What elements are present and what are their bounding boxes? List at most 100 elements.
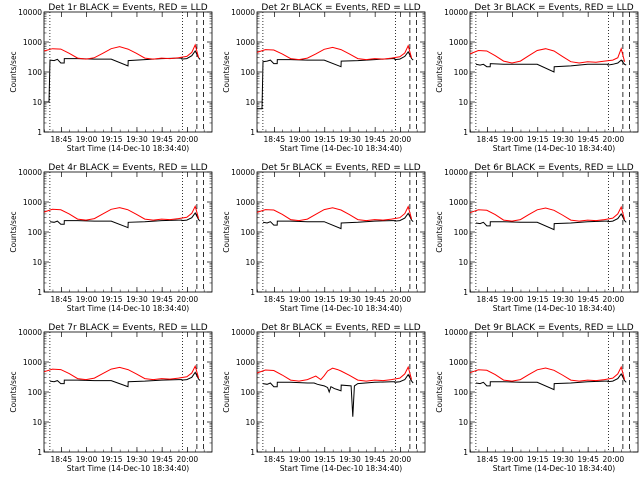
x-tick-label: 19:15	[314, 455, 336, 464]
panel-3: Det 3r BLACK = Events, RED = LLD 1 10 100 10…	[435, 3, 639, 153]
y-tick-label: 100	[241, 68, 256, 77]
x-tick-label: 19:30	[339, 135, 361, 144]
panel-title: Det 1r BLACK = Events, RED = LLD	[48, 3, 207, 13]
x-tick-label: 19:00	[502, 135, 524, 144]
x-tick-label: 19:00	[76, 295, 98, 304]
panel-6: Det 6r BLACK = Events, RED = LLD 1 10 100 10…	[435, 163, 639, 313]
x-tick-label: 19:30	[552, 295, 574, 304]
x-tick-label: 19:30	[126, 455, 148, 464]
plot-frame	[469, 171, 639, 293]
x-axis-label: Start Time (14-Dec-10 18:34:40)	[493, 144, 615, 153]
series-events-line	[475, 59, 627, 73]
series-events-line	[49, 212, 201, 229]
x-tick-label: 19:15	[314, 135, 336, 144]
y-axis-label: Counts/sec	[9, 51, 18, 92]
x-tick-label: 19:30	[339, 295, 361, 304]
y-tick-label: 10	[458, 258, 468, 267]
x-tick-label: 19:45	[364, 295, 386, 304]
x-tick-label: 18:45	[477, 135, 499, 144]
y-tick-label: 10000	[18, 168, 42, 177]
panel-8: Det 8r BLACK = Events, RED = LLD 1 10 100 10…	[222, 323, 426, 473]
y-tick-label: 1	[250, 288, 255, 297]
x-tick-label: 18:45	[264, 455, 286, 464]
y-tick-label: 100	[454, 68, 469, 77]
panel-title: Det 7r BLACK = Events, RED = LLD	[48, 323, 207, 333]
y-tick-label: 10	[245, 418, 255, 427]
x-tick-label: 18:45	[51, 295, 73, 304]
series-lld-line	[469, 47, 626, 64]
x-tick-label: 19:15	[527, 135, 549, 144]
y-tick-label: 10000	[231, 328, 255, 337]
panel-4: Det 4r BLACK = Events, RED = LLD 1 10 100 10…	[9, 163, 213, 313]
y-tick-label: 1	[463, 448, 468, 457]
x-tick-label: 19:00	[76, 135, 98, 144]
panel-title: Det 4r BLACK = Events, RED = LLD	[48, 163, 207, 173]
panel-title: Det 9r BLACK = Events, RED = LLD	[474, 323, 633, 333]
series-events-line	[257, 50, 414, 110]
x-tick-label: 19:45	[364, 455, 386, 464]
y-tick-label: 100	[241, 388, 256, 397]
x-tick-label: 19:15	[101, 295, 123, 304]
series-lld-line	[43, 43, 200, 60]
x-tick-label: 18:45	[264, 295, 286, 304]
panel-1: Det 1r BLACK = Events, RED = LLD 1 10 100 10…	[9, 3, 213, 153]
x-tick-label: 19:45	[151, 135, 173, 144]
y-tick-label: 1	[37, 128, 42, 137]
x-axis-label: Start Time (14-Dec-10 18:34:40)	[493, 304, 615, 313]
x-axis-label: Start Time (14-Dec-10 18:34:40)	[280, 464, 402, 473]
x-tick-label: 20:00	[603, 135, 625, 144]
y-tick-label: 1	[463, 128, 468, 137]
x-tick-label: 18:45	[477, 455, 499, 464]
y-tick-label: 1	[250, 128, 255, 137]
y-tick-label: 1	[37, 288, 42, 297]
x-tick-label: 19:45	[151, 455, 173, 464]
x-tick-label: 18:45	[264, 135, 286, 144]
series-events-line	[262, 373, 414, 417]
y-axis-label: Counts/sec	[435, 371, 444, 412]
y-tick-label: 1000	[23, 358, 42, 367]
x-tick-label: 19:30	[126, 295, 148, 304]
x-tick-label: 20:00	[390, 135, 412, 144]
panel-title: Det 8r BLACK = Events, RED = LLD	[261, 323, 420, 333]
plot-frame	[256, 171, 426, 293]
x-tick-label: 19:15	[527, 455, 549, 464]
plot-frame	[43, 331, 213, 453]
y-tick-label: 100	[454, 388, 469, 397]
x-axis-label: Start Time (14-Dec-10 18:34:40)	[67, 144, 189, 153]
x-tick-label: 19:30	[339, 455, 361, 464]
panel-title: Det 5r BLACK = Events, RED = LLD	[261, 163, 420, 173]
y-axis-label: Counts/sec	[435, 51, 444, 92]
y-tick-label: 1000	[236, 358, 255, 367]
y-tick-label: 100	[454, 228, 469, 237]
y-tick-label: 10	[458, 98, 468, 107]
panel-title: Det 6r BLACK = Events, RED = LLD	[474, 163, 633, 173]
y-tick-label: 1	[37, 448, 42, 457]
series-events-line	[475, 372, 627, 391]
x-tick-label: 19:30	[552, 455, 574, 464]
y-tick-label: 10	[32, 98, 42, 107]
series-lld-line	[256, 205, 413, 222]
x-axis-label: Start Time (14-Dec-10 18:34:40)	[67, 304, 189, 313]
x-tick-label: 18:45	[51, 455, 73, 464]
series-lld-line	[469, 205, 626, 222]
y-tick-label: 100	[28, 228, 43, 237]
x-axis-label: Start Time (14-Dec-10 18:34:40)	[493, 464, 615, 473]
x-tick-label: 19:15	[527, 295, 549, 304]
x-tick-label: 18:45	[477, 295, 499, 304]
series-events-line	[49, 371, 201, 388]
y-tick-label: 10	[245, 98, 255, 107]
y-tick-label: 10000	[18, 8, 42, 17]
y-tick-label: 100	[28, 68, 43, 77]
plot-frame	[43, 171, 213, 293]
x-tick-label: 19:45	[364, 135, 386, 144]
y-tick-label: 1000	[236, 38, 255, 47]
x-tick-label: 19:45	[151, 295, 173, 304]
y-tick-label: 1000	[449, 198, 468, 207]
y-tick-label: 1000	[23, 38, 42, 47]
x-tick-label: 19:00	[289, 295, 311, 304]
x-tick-label: 19:00	[502, 295, 524, 304]
x-tick-label: 19:00	[76, 455, 98, 464]
plot-frame	[43, 11, 213, 133]
series-events-line	[262, 212, 414, 230]
